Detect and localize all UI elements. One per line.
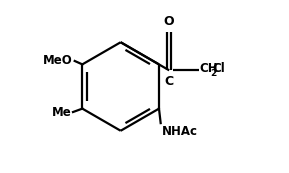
Text: 2: 2	[210, 69, 216, 78]
Text: NHAc: NHAc	[162, 125, 198, 138]
Text: O: O	[164, 15, 175, 28]
Text: CH: CH	[200, 62, 218, 75]
Text: Me: Me	[51, 106, 71, 119]
Text: Cl: Cl	[213, 62, 225, 75]
Text: MeO: MeO	[43, 54, 73, 67]
Text: C: C	[165, 75, 174, 88]
